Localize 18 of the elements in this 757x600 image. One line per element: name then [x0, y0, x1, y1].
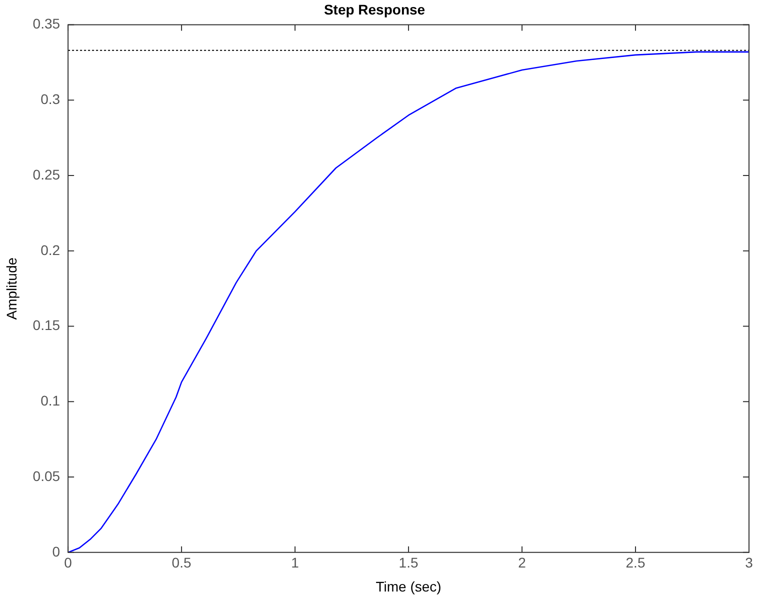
y-axis-title: Amplitude [3, 257, 20, 320]
y-tick-label: 0 [52, 543, 60, 560]
x-tick-label: 0 [64, 554, 72, 571]
x-tick-label: 2 [518, 554, 526, 571]
x-tick-label: 1 [291, 554, 300, 571]
y-tick-label: 0.25 [32, 166, 60, 182]
y-tick-label: 0.05 [32, 468, 60, 484]
x-tick-label: 3 [745, 554, 754, 571]
y-tick-label: 0.3 [40, 91, 60, 108]
y-tick-label: 0.1 [40, 392, 60, 409]
y-tick-label: 0.35 [32, 16, 60, 32]
x-tick-label: 1.5 [398, 554, 418, 571]
y-tick-label: 0.15 [32, 317, 60, 334]
x-axis-title: Time (sec) [376, 578, 442, 594]
chart-title: Step Response [324, 1, 426, 18]
x-tick-label: 0.5 [172, 554, 192, 571]
x-tick-label: 2.5 [626, 554, 646, 571]
y-tick-label: 0.2 [40, 242, 60, 258]
